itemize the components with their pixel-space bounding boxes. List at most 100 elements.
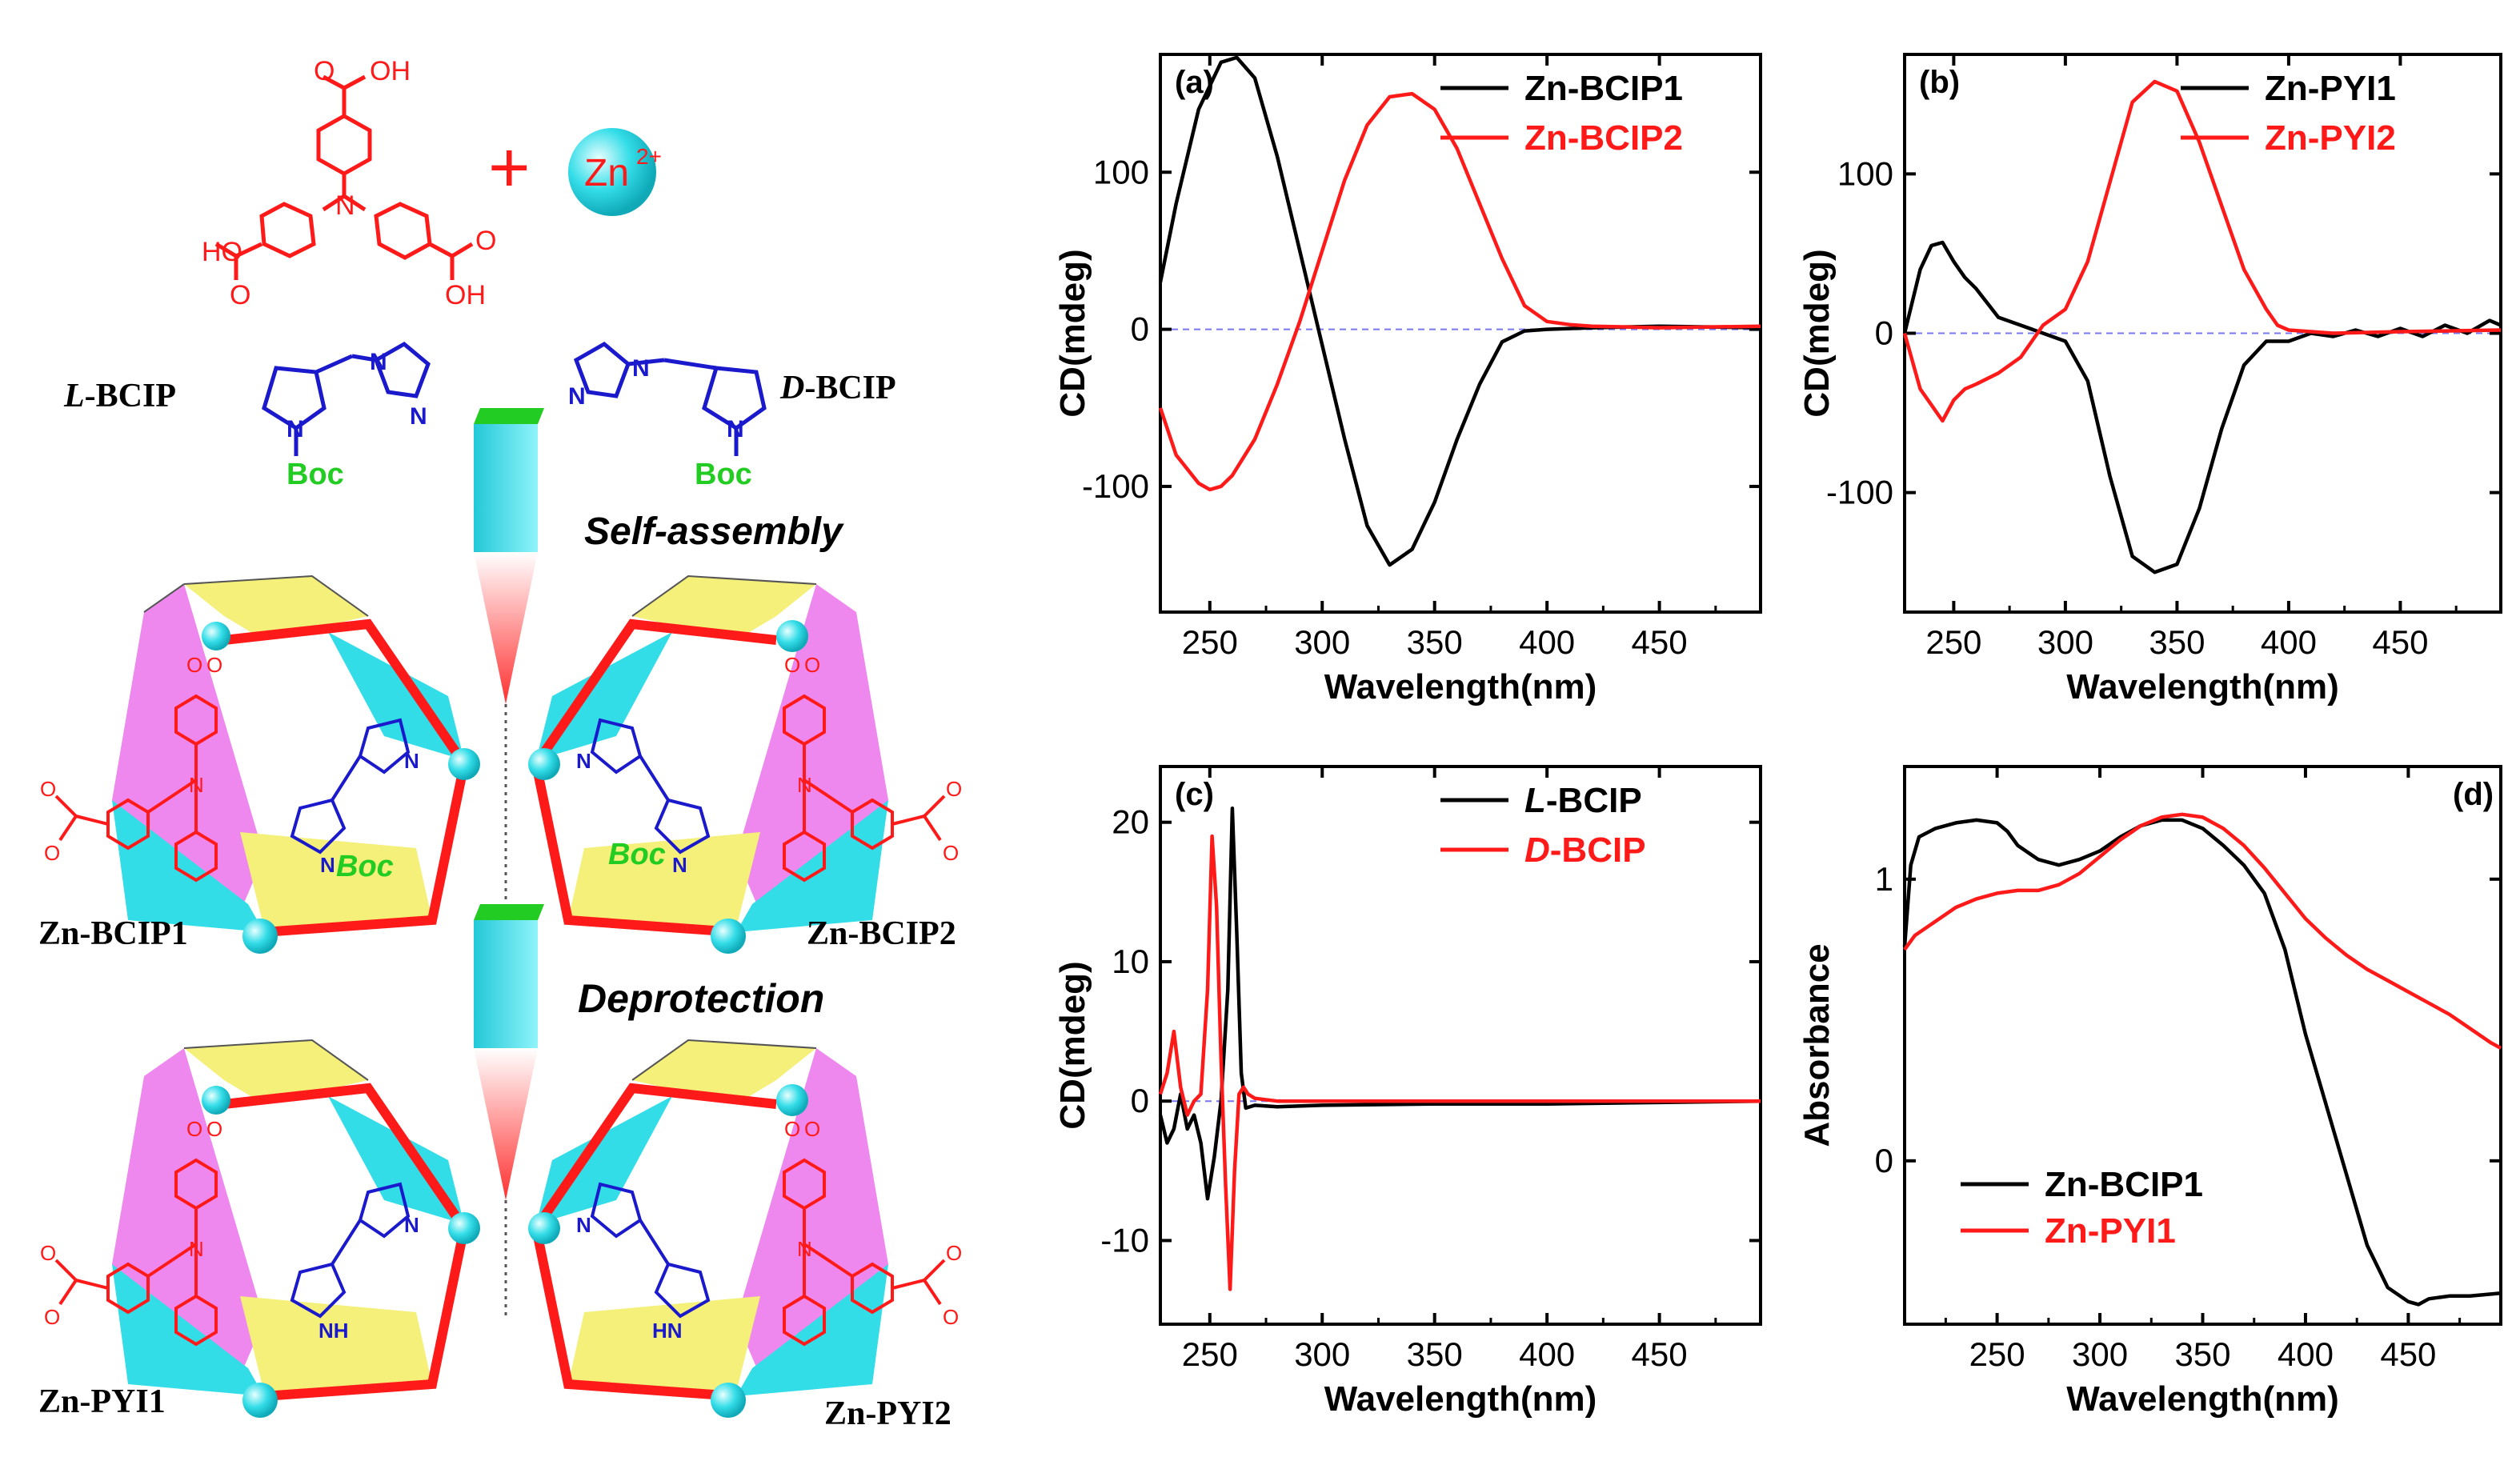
o-label: O: [946, 1241, 962, 1265]
legend-label: Zn-PYI1: [2045, 1211, 2176, 1251]
boc-label: Boc: [695, 458, 752, 491]
y-tick-label: 20: [1112, 803, 1149, 841]
zn-node: [711, 919, 746, 954]
x-tick-label: 450: [1632, 623, 1688, 661]
n-label: N: [568, 383, 586, 410]
zn-node: [448, 1212, 480, 1244]
o-label: O: [804, 1117, 820, 1141]
y-tick-label: -10: [1100, 1221, 1149, 1259]
series-line-zn-bcip1: [1902, 818, 2502, 1307]
o-label: O: [186, 653, 202, 677]
legend-label: Zn-BCIP1: [1524, 69, 1683, 108]
y-tick-label: 0: [1875, 314, 1893, 352]
x-tick-label: 450: [2380, 1335, 2436, 1373]
zn-bcip1-label: Zn-BCIP1: [38, 915, 188, 952]
zn-node: [528, 748, 560, 780]
deprotection-arrow: [474, 904, 544, 1200]
n-label: N: [576, 1213, 591, 1237]
oh-label-right: OH: [445, 280, 486, 310]
x-tick-label: 400: [2261, 623, 2317, 661]
o-label: O: [943, 1305, 959, 1329]
x-tick-label: 300: [2072, 1335, 2128, 1373]
o-label: O: [206, 1117, 222, 1141]
synthesis-scheme: O OH N HO O O OH + Zn 2+ L-BCIP N N N Bo…: [38, 56, 962, 1432]
legend-label: Zn-BCIP2: [1524, 118, 1683, 158]
zn-node: [242, 919, 278, 954]
d-bcip-structure: N N N Boc D-BCIP: [568, 341, 896, 491]
o-label: O: [44, 841, 60, 865]
x-tick-label: 450: [2372, 623, 2428, 661]
y-tick-label: -100: [1826, 474, 1893, 511]
zn-node: [776, 620, 808, 652]
o-label: O: [230, 280, 250, 310]
series-line-d-bcip: [1158, 834, 1761, 1291]
hn-label: HN: [652, 1319, 683, 1343]
o-label: O: [40, 1241, 56, 1265]
chart-panel-4: 250 300 350 400 450 0 1 Wavelength(nm) Absorbanc…: [1797, 765, 2502, 1419]
x-tick-label: 250: [1969, 1335, 2025, 1373]
zn-bcip2-label: Zn-BCIP2: [807, 915, 956, 952]
o-label: O: [784, 1117, 800, 1141]
nh-label: NH: [319, 1319, 349, 1343]
cage-zn-bcip2: O O N O O N N Boc: [528, 574, 962, 954]
legend-label: L-BCIP: [1524, 781, 1642, 820]
legend-label: D-BCIP: [1524, 831, 1646, 870]
cage-zn-pyi1: O O N O O N NH: [40, 1039, 480, 1418]
y-axis-label: CD(mdeg): [1053, 961, 1092, 1129]
n-label: N: [189, 773, 204, 797]
x-tick-label: 300: [1294, 1335, 1350, 1373]
n-label: N: [576, 749, 591, 773]
x-tick-label: 300: [2037, 623, 2093, 661]
o-label: O: [314, 56, 335, 86]
zinc-charge-label: 2+: [636, 144, 662, 169]
panel-label: (b): [1919, 65, 1960, 100]
n-label: N: [727, 416, 744, 442]
zn-node: [711, 1383, 746, 1418]
y-tick-label: 0: [1131, 1082, 1149, 1119]
o-label: O: [943, 841, 959, 865]
x-tick-label: 250: [1925, 623, 1981, 661]
plot-frame: [1159, 765, 1762, 1326]
x-tick-label: 250: [1182, 1335, 1238, 1373]
n-label: N: [672, 853, 687, 877]
series-line-zn-bcip2: [1158, 91, 1761, 492]
zn-node: [202, 1086, 230, 1115]
chart-panel-3: 250 300 350 400 450 -10 0 10 20 Wavelength(nm) CD(…: [1053, 765, 1762, 1419]
y-tick-label: 10: [1112, 943, 1149, 980]
y-axis-label: CD(mdeg): [1797, 249, 1837, 417]
chart-panel-1: 250 300 350 400 450 -100 0 100 Wavelength(nm) CD(…: [1053, 53, 1762, 706]
cage-zn-bcip1: O O N O O N N Boc: [40, 574, 480, 954]
x-tick-label: 250: [1182, 623, 1238, 661]
n-label: N: [404, 749, 419, 773]
x-tick-label: 350: [2149, 623, 2205, 661]
x-tick-label: 350: [2174, 1335, 2230, 1373]
series-line-zn-bcip1: [1158, 55, 1761, 567]
o-label: O: [784, 653, 800, 677]
zn-node: [776, 1084, 808, 1116]
series-line-zn-pyi1: [1903, 812, 2502, 1050]
boc-label: Boc: [608, 838, 666, 871]
tricarboxylic-acid-ligand: [214, 74, 474, 280]
zn-pyi1-label: Zn-PYI1: [38, 1383, 166, 1420]
n-label: N: [286, 416, 304, 442]
ho-label-left: HO: [202, 237, 242, 267]
x-tick-label: 400: [1519, 623, 1575, 661]
panel-label: (c): [1175, 777, 1214, 812]
zn-node: [448, 748, 480, 780]
self-assembly-label: Self-assembly: [584, 510, 844, 553]
n-label: N: [189, 1237, 204, 1261]
l-bcip-label: L-BCIP: [63, 378, 176, 414]
zn-node: [528, 1212, 560, 1244]
legend-label: Zn-PYI2: [2265, 118, 2396, 158]
y-tick-label: 1: [1875, 860, 1893, 898]
zinc-ion-sphere: [568, 128, 656, 216]
cage-zn-pyi2: O O N O O N HN: [528, 1039, 962, 1418]
y-tick-label: 100: [1837, 154, 1893, 192]
zn-pyi2-label: Zn-PYI2: [824, 1395, 952, 1432]
l-bcip-structure: L-BCIP N N N Boc: [63, 341, 431, 491]
y-tick-label: 100: [1093, 153, 1149, 190]
n-label: N: [404, 1213, 419, 1237]
self-assembly-arrow: [474, 408, 544, 704]
n-label: N: [335, 190, 355, 221]
